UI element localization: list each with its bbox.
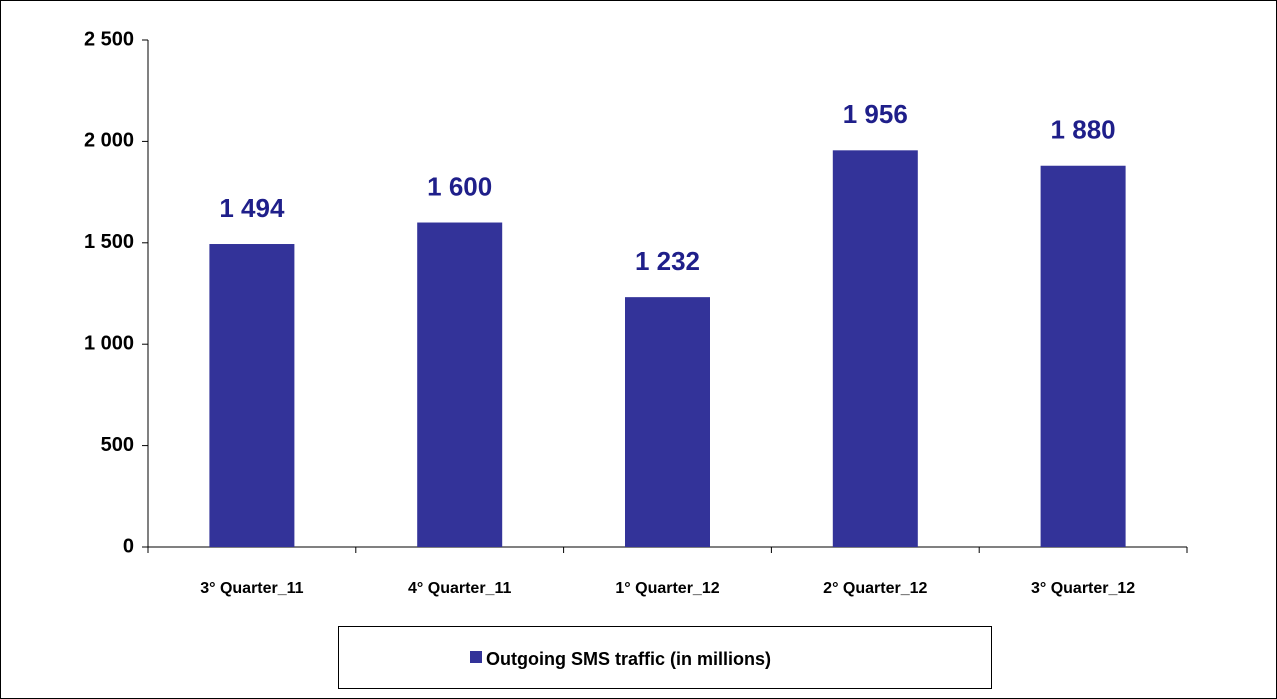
value-label: 1 494 — [219, 193, 285, 223]
value-label: 1 956 — [843, 99, 908, 129]
legend-swatch — [470, 651, 482, 663]
y-tick-label: 500 — [101, 434, 134, 456]
x-tick-label: 1° Quarter_12 — [615, 580, 719, 597]
y-tick-label: 1 000 — [84, 332, 134, 354]
value-label: 1 600 — [427, 171, 492, 201]
legend-label: Outgoing SMS traffic (in millions) — [486, 649, 771, 669]
bar — [625, 297, 710, 547]
x-tick-label: 2° Quarter_12 — [823, 580, 927, 597]
bar — [209, 244, 295, 548]
value-label: 1 232 — [635, 246, 700, 276]
y-tick-label: 0 — [123, 535, 134, 557]
bar — [417, 222, 503, 547]
bar — [1040, 165, 1126, 547]
y-tick-label: 2 000 — [84, 130, 134, 152]
legend-box — [338, 626, 992, 689]
y-tick-label: 2 500 — [84, 28, 134, 50]
x-tick-label: 4° Quarter_11 — [408, 580, 511, 597]
x-tick-label: 3° Quarter_12 — [1031, 580, 1135, 597]
x-tick-label: 3° Quarter_11 — [200, 580, 303, 597]
y-tick-label: 1 500 — [84, 231, 134, 253]
bar — [832, 150, 918, 548]
value-label: 1 880 — [1051, 115, 1116, 145]
